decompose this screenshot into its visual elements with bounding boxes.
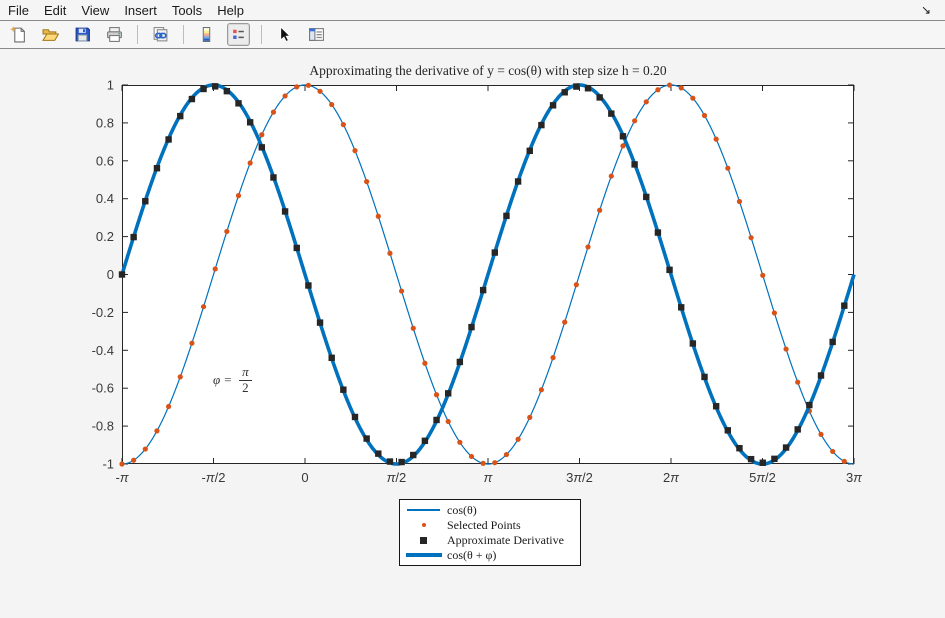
approximate-derivative bbox=[118, 83, 848, 466]
legend-marker-thick-line bbox=[400, 553, 447, 557]
plot-svg: -π -π/2 0 π/2 π 3π/2 2π 5π/2 3π10.80.60.40.20-0.… bbox=[92, 78, 863, 486]
link-plot-button[interactable] bbox=[149, 23, 172, 46]
save-figure-button[interactable] bbox=[71, 23, 94, 46]
insert-colorbar-button[interactable] bbox=[195, 23, 218, 46]
printer-icon bbox=[107, 27, 122, 42]
selected-points bbox=[119, 82, 847, 467]
save-floppy-icon bbox=[75, 27, 90, 42]
y-tick-label: -1 bbox=[102, 457, 114, 472]
x-tick-label: π bbox=[484, 470, 493, 485]
chain-link-icon bbox=[153, 27, 168, 42]
x-tick-label: 3π bbox=[846, 470, 862, 485]
legend-item: cos(θ) bbox=[400, 503, 580, 517]
figure-canvas: -π -π/2 0 π/2 π 3π/2 2π 5π/2 3π 1 0.8 0.6 0.4 0.2 0 -0.… bbox=[0, 49, 945, 618]
x-tick-label: 5π/2 bbox=[749, 470, 776, 485]
plot-tools-button[interactable] bbox=[305, 23, 328, 46]
open-folder-icon bbox=[42, 29, 59, 41]
annotation-lhs: φ = bbox=[212, 372, 233, 388]
x-tick-label: 2π bbox=[663, 470, 679, 485]
legend-label: cos(θ + φ) bbox=[447, 547, 497, 562]
new-figure-button[interactable] bbox=[7, 23, 30, 46]
menu-item-help[interactable]: Help bbox=[217, 2, 244, 18]
x-tick-label: 0 bbox=[301, 470, 308, 485]
print-figure-button[interactable] bbox=[103, 23, 126, 46]
legend-marker-thin-line bbox=[400, 509, 447, 511]
menu-bar: File Edit View Insert Tools Help ↘ bbox=[0, 0, 945, 21]
open-file-button[interactable] bbox=[39, 23, 62, 46]
y-tick-label: 0.6 bbox=[96, 153, 114, 168]
legend-marker-dot bbox=[400, 523, 447, 527]
menu-item-tools[interactable]: Tools bbox=[171, 2, 203, 18]
dock-arrow-icon[interactable]: ↘ bbox=[920, 3, 931, 17]
menu-item-edit[interactable]: Edit bbox=[43, 2, 67, 18]
annotation-fraction: π 2 bbox=[239, 365, 252, 395]
y-tick-label: 0.8 bbox=[96, 115, 114, 130]
plot-title: Approximating the derivative of y = cos(… bbox=[309, 63, 667, 78]
y-tick-label: 0 bbox=[107, 267, 114, 282]
annotation-denominator: 2 bbox=[242, 379, 249, 395]
annotation-numerator: π bbox=[239, 365, 252, 381]
plot-tools-panel-icon bbox=[309, 28, 324, 41]
toolbar-separator bbox=[137, 25, 138, 44]
y-tick-label: 0.2 bbox=[96, 229, 114, 244]
phi-annotation: φ = π 2 bbox=[213, 365, 252, 395]
toolbar-separator bbox=[261, 25, 262, 44]
toolbar bbox=[0, 21, 945, 49]
legend-label: Approximate Derivative bbox=[447, 532, 564, 547]
edit-plot-button[interactable] bbox=[273, 23, 296, 46]
legend-item: Selected Points bbox=[400, 518, 580, 532]
y-tick-label: 0.4 bbox=[96, 191, 114, 206]
new-document-icon bbox=[10, 26, 25, 43]
legend-item: cos(θ + φ) bbox=[400, 548, 580, 562]
legend-marker-square bbox=[400, 536, 447, 544]
legend-box[interactable]: cos(θ) Selected Points Approximate Deriv… bbox=[399, 499, 581, 566]
legend-label: cos(θ) bbox=[447, 502, 477, 517]
toolbar-separator bbox=[183, 25, 184, 44]
x-tick-label: π/2 bbox=[387, 470, 407, 485]
y-tick-label: -0.8 bbox=[92, 419, 114, 434]
y-tick-label: -0.2 bbox=[92, 305, 114, 320]
cos-curve bbox=[121, 84, 855, 465]
menu-item-view[interactable]: View bbox=[81, 2, 110, 18]
x-tick-label: -π bbox=[115, 470, 128, 485]
insert-legend-button[interactable] bbox=[227, 23, 250, 46]
pointer-arrow-icon bbox=[280, 26, 291, 42]
y-tick-label: 1 bbox=[107, 78, 114, 93]
x-tick-label: 3π/2 bbox=[566, 470, 593, 485]
x-tick-label: -π/2 bbox=[202, 470, 226, 485]
legend-label: Selected Points bbox=[447, 517, 521, 532]
y-tick-label: -0.6 bbox=[92, 381, 114, 396]
legend-item: Approximate Derivative bbox=[400, 533, 580, 547]
y-tick-label: -0.4 bbox=[92, 343, 114, 358]
legend-icon bbox=[233, 29, 244, 39]
menu-item-file[interactable]: File bbox=[8, 2, 29, 18]
colorbar-icon bbox=[202, 27, 211, 42]
menu-item-insert[interactable]: Insert bbox=[124, 2, 157, 18]
cos-shifted-curve bbox=[120, 83, 856, 466]
